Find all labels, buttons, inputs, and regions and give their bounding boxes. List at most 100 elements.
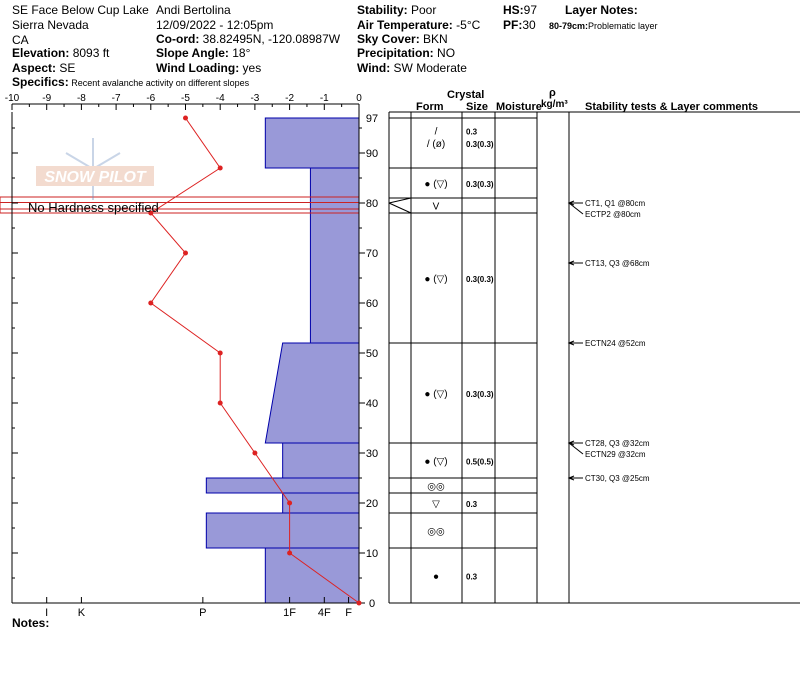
height-tick-label: 50 — [366, 348, 378, 360]
stability-test-arrow — [568, 202, 584, 215]
hardness-layer — [205, 477, 360, 494]
snow-height: HS:97 — [503, 3, 538, 17]
temp-tick-label: -2 — [285, 93, 294, 104]
hardness-profile — [0, 117, 360, 604]
height-tick-label: 97 — [366, 113, 378, 125]
stability-test-label: CT30, Q3 @25cm — [585, 474, 650, 483]
height-tick-label: 30 — [366, 448, 378, 460]
layer-crystal-size: 0.3(0.3) — [466, 140, 494, 149]
layer-crystal-form: / (ø) — [427, 139, 445, 150]
hardness-tick-label: I — [45, 607, 48, 619]
hardness-layer — [264, 117, 360, 169]
aspect: Aspect: SE — [12, 61, 76, 75]
stability-test-label: ECTN29 @32cm — [585, 450, 646, 459]
temp-tick-label: -8 — [77, 93, 86, 104]
temperature-point — [217, 165, 223, 171]
density-symbol: ρ — [549, 87, 556, 99]
snowpilot-watermark: SNOW PILOT — [36, 138, 154, 200]
layer-crystal-form: ● (▽) — [424, 457, 447, 468]
temp-tick-label: -4 — [216, 93, 225, 104]
layer-crystal-size: 0.3 — [466, 573, 478, 582]
arrow-head-icon — [567, 260, 575, 266]
coordinates: Co-ord: 38.82495N, -120.08987W — [156, 32, 341, 46]
layer-table: / 0.3 / (ø) 0.3(0.3) ● (▽) 0.3(0.3) V ● (▽) 0.3(… — [388, 111, 800, 604]
layer-crystal-size: 0.3(0.3) — [466, 275, 494, 284]
notes-label: Notes: — [12, 616, 50, 630]
hardness-layer — [282, 442, 360, 479]
temperature-point — [148, 300, 154, 306]
layer-crystal-form: ● — [433, 572, 439, 583]
temperature-point — [148, 210, 154, 216]
hardness-tick-label: 1F — [283, 607, 296, 619]
hardness-layer — [264, 547, 360, 604]
temperature-point — [217, 400, 223, 406]
stability-test-label: CT1, Q1 @80cm — [585, 199, 645, 208]
stability-test-label: ECTN24 @52cm — [585, 339, 646, 348]
height-tick-label: 0 — [369, 598, 375, 610]
hardness-tick-label: 4F — [318, 607, 331, 619]
hardness-tick-label: F — [345, 607, 352, 619]
temperature-point — [356, 600, 362, 606]
temperature-point — [183, 250, 188, 256]
observer: Andi Bertolina — [156, 3, 231, 17]
height-tick-label: 60 — [366, 298, 378, 310]
layer-crystal-size: 0.5(0.5) — [466, 458, 494, 467]
hardness-layer — [309, 167, 360, 344]
layer-crystal-size: 0.3(0.3) — [466, 390, 494, 399]
temp-tick-label: 0 — [356, 93, 362, 104]
hardness-layer — [205, 512, 360, 549]
stability-test-arrow — [568, 442, 584, 455]
stability-header: Stability tests & Layer comments — [585, 101, 758, 113]
stability-test-label: CT13, Q3 @68cm — [585, 259, 650, 268]
layer-crystal-form: ● (▽) — [424, 179, 447, 190]
air-temperature: Air Temperature: -5°C — [357, 18, 481, 32]
layer-crystal-form: V — [433, 202, 440, 213]
date-time: 12/09/2022 - 12:05pm — [156, 18, 274, 32]
height-tick-label: 90 — [366, 148, 378, 160]
stability-tests: CT1, Q1 @80cm ECTP2 @80cm CT13, Q3 @68cm EC… — [567, 199, 650, 483]
sky-cover: Sky Cover: BKN — [357, 32, 448, 46]
temp-tick-label: -6 — [146, 93, 155, 104]
moisture-header: Moisture — [496, 101, 542, 113]
wind: Wind: SW Moderate — [357, 61, 467, 75]
arrow-head-icon — [567, 340, 575, 346]
temperature-point — [217, 350, 223, 356]
snowflake-icon — [65, 138, 121, 200]
stability: Stability: Poor — [357, 3, 437, 17]
elevation: Elevation: 8093 ft — [12, 46, 110, 60]
chart-axes: -10 -9 -8 -7 -6 -5 -4 -3 -2 -1 0010203040506070809… — [5, 93, 378, 619]
temperature-point — [252, 450, 258, 456]
no-hardness-label: No Hardness specified — [28, 200, 159, 215]
temperature-point — [287, 500, 293, 506]
penetration-foot: PF:30 — [503, 18, 536, 32]
wind-loading: Wind Loading: yes — [156, 61, 262, 75]
hardness-layer — [264, 342, 360, 444]
temp-tick-label: -1 — [320, 93, 329, 104]
stability-test-label: CT28, Q3 @32cm — [585, 439, 650, 448]
layer-crystal-form: ▽ — [432, 499, 440, 510]
height-tick-label: 70 — [366, 248, 378, 260]
location: SE Face Below Cup Lake — [12, 3, 149, 17]
layer-notes-title: Layer Notes: — [565, 3, 638, 17]
state: CA — [12, 33, 29, 47]
temp-tick-label: -5 — [181, 93, 190, 104]
temp-tick-label: -3 — [250, 93, 259, 104]
temperature-point — [287, 550, 293, 556]
height-tick-label: 40 — [366, 398, 378, 410]
specifics: Specifics: Recent avalanche activity on … — [12, 75, 250, 89]
temperature-profile — [148, 115, 362, 606]
form-header: Form — [416, 101, 444, 113]
layer-note: 80-79cm:Problematic layer — [549, 21, 658, 31]
layer-crystal-form: ● (▽) — [424, 389, 447, 400]
watermark-text: SNOW PILOT — [44, 169, 147, 186]
hardness-layer — [282, 492, 360, 514]
layer-connector — [388, 197, 412, 204]
layer-crystal-size: 0.3 — [466, 128, 478, 137]
stability-test-label: ECTP2 @80cm — [585, 210, 641, 219]
height-tick-label: 10 — [366, 548, 378, 560]
hardness-tick-label: P — [199, 607, 206, 619]
temp-tick-label: -10 — [5, 93, 20, 104]
height-tick-label: 20 — [366, 498, 378, 510]
arrow-head-icon — [567, 475, 575, 481]
